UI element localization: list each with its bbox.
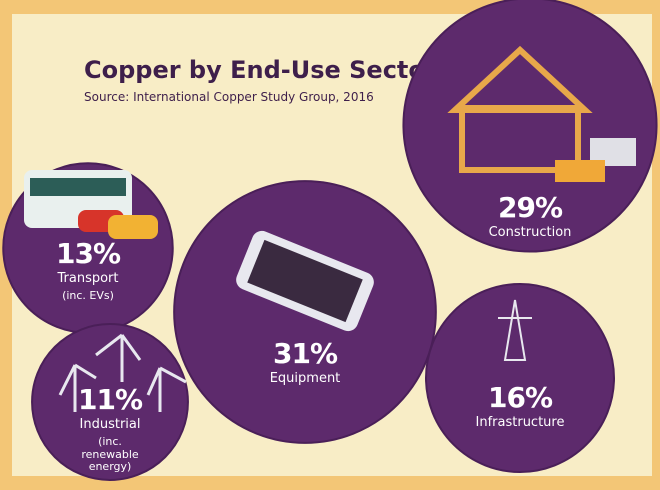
house-frame xyxy=(459,105,581,173)
value-label: 29% xyxy=(497,191,563,224)
value-label: 11% xyxy=(77,383,143,416)
bus-windows xyxy=(30,178,126,196)
icons xyxy=(24,45,636,412)
lumber-icon xyxy=(555,160,605,182)
pylon-icon xyxy=(503,299,527,361)
category-label: Industrial xyxy=(79,417,141,432)
category-label: Equipment xyxy=(269,371,341,386)
value-label: 16% xyxy=(487,381,553,414)
category-label: Infrastructure xyxy=(475,415,565,430)
value-label: 13% xyxy=(55,237,121,270)
bubble xyxy=(402,0,658,253)
chart-title: Copper by End-Use Sector xyxy=(84,56,437,84)
turbine-icons xyxy=(58,333,187,412)
category-note: (inc. renewable energy) xyxy=(81,435,139,474)
category-note: (inc. EVs) xyxy=(62,289,114,302)
bubble xyxy=(31,323,189,481)
category-label: Construction xyxy=(488,225,572,240)
bubble xyxy=(425,283,615,473)
phone-screen xyxy=(247,239,363,323)
car-icon xyxy=(108,215,158,239)
value-label: 31% xyxy=(272,337,338,370)
chart-subtitle: Source: International Copper Study Group… xyxy=(84,90,374,104)
category-label: Transport xyxy=(57,271,119,286)
